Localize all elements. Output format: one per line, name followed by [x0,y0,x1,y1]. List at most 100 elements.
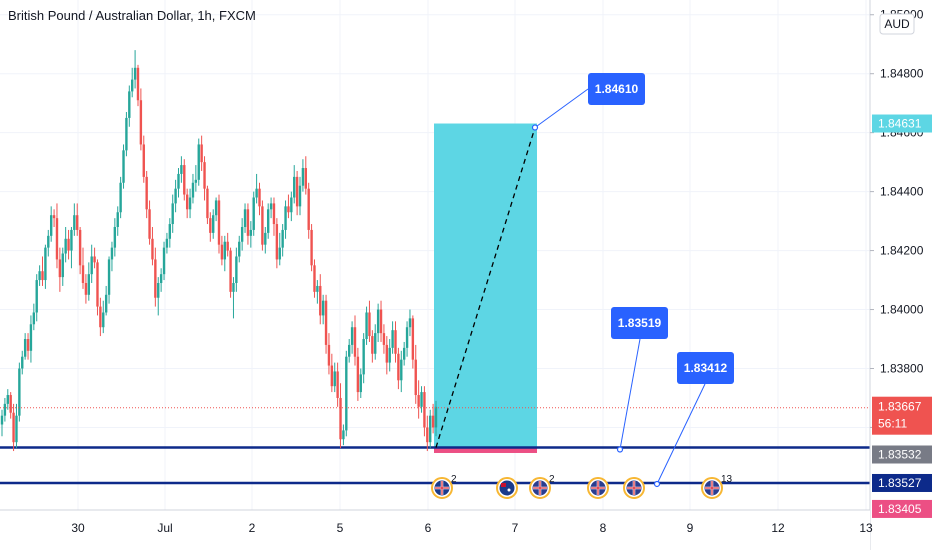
candle [353,315,357,366]
stop-price-tag[interactable]: 1.83405 [872,499,932,518]
candle-body [249,229,253,236]
candle [342,424,345,446]
callout-anchor[interactable] [531,124,539,131]
candle-body [348,344,351,357]
event-gb-gb-icon[interactable]: 2 [529,474,555,499]
candle [385,336,389,375]
callout-box[interactable] [611,307,668,339]
candle-body [38,271,41,281]
time-tick-label: 13 [859,521,873,535]
candle-body [139,100,143,145]
candle-body [151,238,154,260]
currency-label[interactable]: AUD [879,13,915,35]
flag-bg [499,480,515,496]
candle-body [145,176,148,210]
candle [133,50,137,89]
candle [359,368,362,398]
candle-body [278,247,281,260]
economic-events[interactable]: 2 2 13 [431,474,733,499]
callout-box[interactable] [677,352,734,384]
event-gb-icon[interactable] [587,477,609,499]
current-price-tag[interactable]: 1.83667 56:11 [872,396,932,435]
candle-body [29,324,33,351]
target-price-tag[interactable]: 1.84631 [872,114,932,133]
callout-2[interactable]: 1.83519 [611,307,668,453]
candle [287,194,290,219]
line-upper-tag[interactable]: 1.83532 [872,445,932,464]
candle [356,347,360,401]
candle [116,206,119,236]
event-gb-icon[interactable] [623,477,645,499]
candle [32,303,36,331]
candle-body [99,306,102,328]
candle-body [200,144,203,163]
candle [183,159,186,201]
candle-body [345,356,348,431]
candle [411,315,415,369]
candle [350,321,354,354]
candle [301,159,305,192]
callout-3[interactable]: 1.83412 [653,352,735,488]
callout-1[interactable]: 1.84610 [531,73,646,131]
line-lower-tag-bg [872,473,932,492]
candle [394,321,397,363]
candle-body [41,271,44,281]
projection-line[interactable] [435,127,536,448]
candle-body [116,212,119,227]
candle [261,200,264,251]
candle [249,221,253,248]
candle [61,247,64,286]
candle [345,350,348,437]
event-gb-icon[interactable]: 13 [701,474,733,499]
candle-body [128,91,131,118]
candle [177,168,180,198]
candle-body [350,327,354,345]
candle [157,277,160,316]
candle-body [402,347,406,360]
candle [420,386,423,413]
candle-body [96,262,99,307]
candle-body [321,300,325,316]
candle-body [78,229,82,266]
candle [44,244,47,289]
candle [379,300,383,342]
candle [76,203,79,236]
line-lower-tag[interactable]: 1.83527 [872,473,932,492]
candle [327,333,331,375]
candle [21,350,24,375]
event-au-gb-icon[interactable]: 2 [431,474,457,499]
candle-body [376,309,380,334]
candle [229,247,232,298]
candle [252,191,255,236]
price-axis[interactable]: 1.850001.848001.846001.844001.842001.840… [869,0,932,550]
event-au-icon[interactable] [496,477,518,499]
price-callouts[interactable]: 1.84610 1.83519 1.83412 [531,73,735,488]
candle [255,173,258,204]
candle [113,218,117,257]
candle [272,197,276,236]
candle-body [194,179,198,183]
stop-zone[interactable] [434,447,537,453]
time-axis[interactable]: 30 Jul 2 5 6 7 8 9 12 13 [0,509,873,550]
candle-body [342,430,345,440]
candle [295,170,299,216]
callout-pointer [619,338,641,450]
candle [388,339,391,372]
candle-body [142,144,145,177]
currency-box[interactable] [879,13,915,35]
candle-body [365,312,368,340]
candle-body [206,188,209,219]
candle [431,403,435,434]
currency-text: AUD [884,17,910,31]
callout-box[interactable] [588,73,645,105]
candle [119,176,122,219]
candle-body [102,312,105,328]
candle-body [131,79,134,92]
price-tick-label: 1.84200 [880,244,924,258]
callout-anchor[interactable] [653,480,661,488]
callout-anchor[interactable] [616,446,624,453]
candle [414,344,417,404]
candle-body [353,327,357,357]
candle-body [70,229,73,251]
